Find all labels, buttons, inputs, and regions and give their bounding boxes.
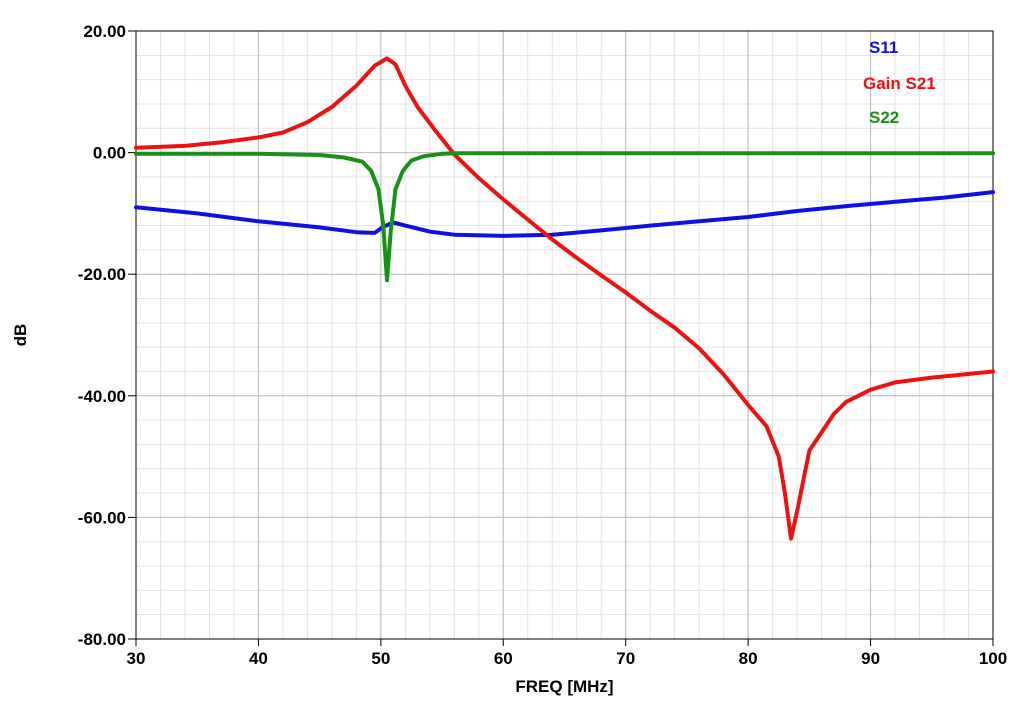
y-tick-label: -20.00 — [78, 265, 126, 284]
x-tick-label: 50 — [371, 649, 390, 668]
legend-label-s11: S11 — [869, 38, 898, 57]
series-layer — [134, 56, 995, 541]
y-tick-label: 20.00 — [83, 22, 126, 41]
series-line-s22 — [134, 151, 995, 283]
x-tick-label: 70 — [616, 649, 635, 668]
x-axis-title: FREQ [MHz] — [515, 677, 613, 696]
x-tick-label: 60 — [494, 649, 513, 668]
plot-area-frame — [135, 30, 994, 640]
series-line-s11 — [134, 190, 995, 238]
legend-label-gain-s21: Gain S21 — [863, 74, 936, 93]
y-tick-label: -80.00 — [78, 630, 126, 649]
y-tick-label: -40.00 — [78, 387, 126, 406]
y-tick-label: 0.00 — [93, 144, 126, 163]
x-tick-label: 40 — [249, 649, 268, 668]
x-tick-label: 90 — [861, 649, 880, 668]
x-tick-label: 100 — [979, 649, 1007, 668]
y-axis-title: dB — [11, 324, 30, 347]
x-tick-label: 30 — [127, 649, 146, 668]
legend-label-s22: S22 — [869, 108, 899, 127]
axis-ticks — [128, 30, 994, 646]
x-tick-labels: 30 40 50 60 70 80 90 100 — [127, 649, 1008, 668]
y-tick-label: -60.00 — [78, 508, 126, 527]
x-tick-label: 80 — [739, 649, 758, 668]
legend: S11 Gain S21 S22 — [863, 38, 936, 127]
series-line-gain-s21 — [134, 56, 995, 541]
y-tick-labels: 20.00 0.00 -20.00 -40.00 -60.00 -80.00 — [78, 22, 126, 649]
